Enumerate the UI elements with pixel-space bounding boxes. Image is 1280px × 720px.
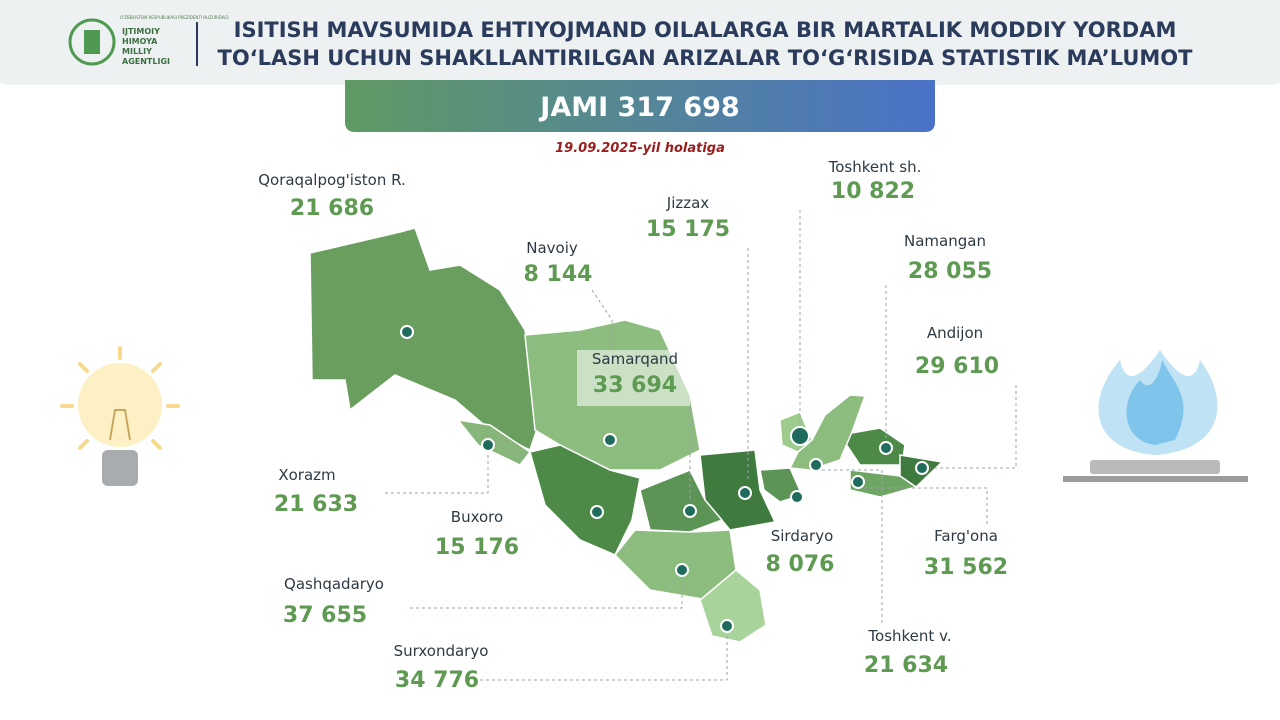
region-name: Toshkent v. [867,627,951,645]
region-shape [788,394,867,471]
region-dot [590,505,604,519]
region-name: Xorazm [278,466,335,484]
header-panel [0,0,1280,85]
gas-flame [1063,350,1248,482]
region-dot [915,461,929,475]
logo-line: IJTIMOIY [122,27,160,36]
bulb [78,363,162,447]
logo-caption: O'ZBEKISTON RESPUBLIKASI PREZIDENTI HUZU… [120,15,229,20]
region-value: 8 144 [524,262,593,287]
region-dot [790,426,810,446]
logo-line: HIMOYA [122,37,158,46]
region-value: 21 633 [274,492,358,517]
leader-line [385,452,489,494]
leader-line [930,385,1017,469]
region-value: 21 686 [290,196,374,221]
region-value: 10 822 [831,179,915,204]
date: 19.09.2025-yil holatiga [555,141,725,156]
region-value: 28 055 [908,259,992,284]
title-line: TO‘LASH UCHUN SHAKLLANTIRILGAN ARIZALAR … [218,46,1194,70]
region-value: 15 175 [646,217,730,242]
region-value: 29 610 [915,354,999,379]
region-dot [790,490,804,504]
region-value: 21 634 [864,653,948,678]
region-dot [603,433,617,447]
region-name: Jizzax [666,194,710,212]
region-value: 15 176 [435,535,519,560]
region-dot [738,486,752,500]
region-dot [481,438,495,452]
region-value: 8 076 [766,552,835,577]
region-name: Sirdaryo [771,527,834,545]
region-dot [851,475,865,489]
leader-line [816,469,883,625]
region-dot [400,325,414,339]
logo-figure [84,30,100,54]
logo: O'ZBEKISTON RESPUBLIKASI PREZIDENTI HUZU… [68,15,229,66]
label-box [577,350,690,406]
logo-ring [68,18,116,66]
total-banner [345,80,935,132]
leader-line [591,289,613,350]
leader-line [480,632,728,681]
region-shape [529,444,641,556]
rays [60,346,180,450]
region-dot [720,619,734,633]
region-name: Navoiy [526,239,578,257]
region-name: Qashqadaryo [284,575,384,593]
region-name: Qoraqalpog'iston R. [258,171,406,189]
leader-line [858,487,988,525]
region-name: Toshkent sh. [828,158,922,176]
region-dot [675,563,689,577]
total: JAMI 317 698 [538,92,739,123]
title-line: ISITISH MAVSUMIDA EHTIYOJMAND OILALARGA … [234,18,1177,42]
region-shape [613,529,737,601]
logo-line: AGENTLIGI [122,57,170,66]
region-value: 34 776 [395,668,479,693]
burner [1090,460,1220,474]
region-dot [879,441,893,455]
region-name: Surxondaryo [394,642,489,660]
bulb-base [102,450,138,486]
stove [1063,476,1248,482]
region-name: Namangan [904,232,986,250]
region-name: Farg'ona [934,527,998,545]
labels: Qoraqalpog'iston R. 21 686 Navoiy 8 144 Jizz… [258,158,1017,693]
filament [109,409,131,441]
region-name: Samarqand [592,350,678,368]
region-value: 37 655 [283,603,367,628]
region-dot [683,504,697,518]
region-shape [699,569,767,643]
leader-line [410,576,683,609]
region-value: 31 562 [924,555,1008,580]
region-value: 33 694 [593,373,677,398]
flame-inner [1126,360,1184,445]
region-name: Buxoro [451,508,503,526]
lightbulb [60,346,180,486]
region-shape [849,469,918,498]
region-shape [309,227,541,452]
logo-line: MILLIY [122,47,152,56]
region-dot [809,458,823,472]
region-name: Andijon [927,324,983,342]
